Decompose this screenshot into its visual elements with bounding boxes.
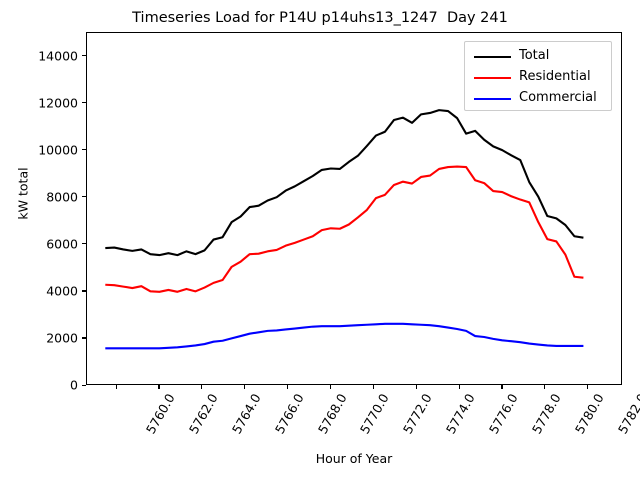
chart-legend: Total Residential Commercial: [464, 41, 612, 111]
x-tick-label: 5764.0: [228, 391, 264, 437]
legend-item-commercial[interactable]: Commercial: [465, 89, 611, 110]
x-tick-mark: [329, 385, 332, 389]
x-tick-label: 5780.0: [571, 391, 607, 437]
y-tick-label: 10000: [38, 142, 78, 158]
x-tick-label: 5766.0: [271, 391, 307, 437]
x-tick-label: 5774.0: [443, 391, 478, 437]
y-tick-mark: [82, 337, 86, 339]
x-tick-mark: [287, 385, 289, 389]
x-tick-label: 5760.0: [142, 391, 178, 437]
x-tick-label: 5762.0: [185, 391, 221, 437]
y-tick-label: 6000: [46, 236, 78, 252]
y-tick-mark: [82, 149, 86, 151]
y-tick-label: 4000: [46, 283, 78, 299]
legend-line-swatch: [474, 56, 511, 59]
legend-item-residential[interactable]: Residential: [465, 68, 611, 89]
legend-item-total[interactable]: Total: [465, 47, 611, 68]
x-tick-label: 5768.0: [314, 391, 350, 437]
legend-line-swatch: [474, 98, 511, 101]
legend-label: Residential: [519, 69, 591, 84]
x-tick-mark: [587, 385, 589, 389]
y-tick-label: 14000: [38, 48, 78, 64]
legend-label: Commercial: [519, 90, 597, 105]
y-tick-mark: [82, 384, 86, 386]
x-tick-label: 5772.0: [400, 391, 436, 437]
legend-line-swatch: [474, 77, 511, 80]
x-tick-mark: [201, 385, 203, 389]
x-tick-mark: [372, 385, 374, 389]
y-tick-mark: [82, 102, 86, 104]
x-tick-mark: [501, 385, 503, 389]
x-tick-label: 5776.0: [485, 391, 521, 437]
x-tick-label: 5770.0: [357, 391, 393, 437]
y-tick-label: 8000: [46, 189, 78, 205]
y-tick-mark: [82, 290, 86, 292]
y-tick-label: 12000: [38, 95, 78, 111]
y-tick-mark: [82, 243, 86, 245]
x-tick-label: 5778.0: [528, 391, 564, 437]
x-tick-mark: [458, 385, 460, 389]
chart-title: Timeseries Load for P14U p14uhs13_1247 D…: [132, 10, 508, 26]
x-axis-label: Hour of Year: [315, 451, 393, 466]
x-tick-label: 5782.0: [614, 391, 640, 437]
x-tick-mark: [115, 385, 117, 389]
x-tick-mark: [158, 385, 160, 389]
plot-axes-frame: [86, 32, 622, 385]
y-tick-mark: [82, 196, 86, 198]
x-tick-mark: [415, 385, 417, 389]
y-tick-mark: [82, 55, 86, 57]
y-tick-label: 2000: [46, 330, 78, 346]
y-tick-label: 0: [70, 377, 78, 393]
x-tick-mark: [544, 385, 546, 389]
x-tick-mark: [244, 385, 246, 389]
legend-label: Total: [519, 48, 550, 63]
